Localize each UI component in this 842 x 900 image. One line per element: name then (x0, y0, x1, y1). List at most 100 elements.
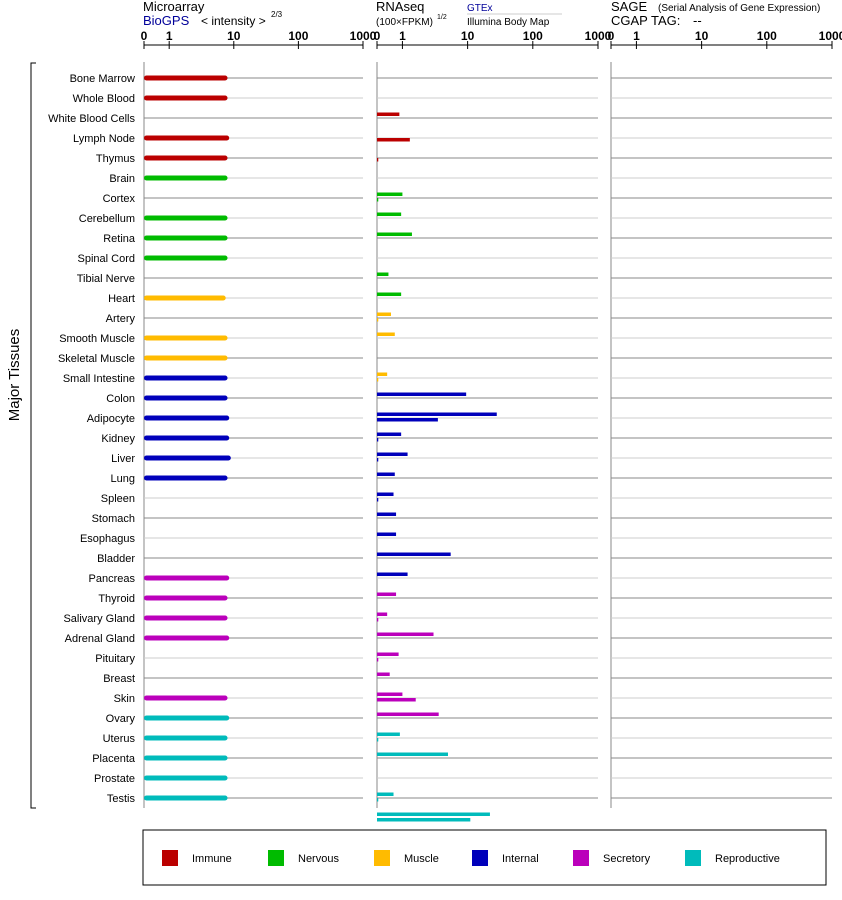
microarray-tick-label: 100 (288, 29, 308, 43)
gtex-bar (377, 212, 402, 216)
gtex-bar (377, 192, 403, 196)
microarray-bar (144, 615, 228, 621)
illumina-bar (377, 138, 410, 142)
rnaseq-tick-label: 0 (374, 29, 381, 43)
microarray-bar (144, 255, 228, 261)
legend-swatch-nervous (268, 850, 284, 866)
illumina-bar (377, 738, 379, 742)
tissue-label: Bone Marrow (70, 73, 135, 85)
illumina-bar (377, 438, 379, 442)
gtex-bar (377, 612, 388, 616)
tissue-label: Cortex (103, 193, 136, 205)
microarray-bar (144, 695, 228, 701)
rnaseq-tick-label: 10 (461, 29, 475, 43)
tissue-label: Stomach (92, 513, 135, 525)
microarray-tick-label: 1 (166, 29, 173, 43)
tissue-label: Pituitary (95, 653, 135, 665)
tissue-label: Lung (111, 473, 135, 485)
gtex-bar (377, 732, 400, 736)
tissue-label: Salivary Gland (63, 613, 135, 625)
microarray-bar (144, 135, 230, 141)
legend-swatch-internal (472, 850, 488, 866)
illumina-source-link[interactable]: Illumina Body Map (467, 17, 550, 28)
gtex-source-link[interactable]: GTEx (467, 3, 493, 14)
illumina-bar (377, 658, 379, 662)
sage-tick-label: 10 (695, 29, 709, 43)
tissue-label: Brain (109, 173, 135, 185)
gtex-bar (377, 592, 397, 596)
gtex-bar (377, 232, 412, 236)
y-axis-label: Major Tissues (6, 329, 23, 422)
rnaseq-unit-exponent: 1/2 (437, 14, 447, 21)
tissue-label: Artery (106, 313, 136, 325)
sage-tick-label: 100 (757, 29, 777, 43)
microarray-bar (144, 715, 230, 721)
microarray-bar (144, 635, 230, 641)
rnaseq-title: RNAseq (376, 0, 424, 14)
microarray-unit: < intensity > (201, 14, 266, 28)
gtex-bar (377, 552, 451, 556)
tissue-label: Colon (106, 393, 135, 405)
microarray-bar (144, 335, 228, 341)
tissue-label: Skin (114, 693, 135, 705)
cgap-tag-value: -- (693, 13, 702, 28)
gtex-bar (377, 792, 394, 796)
gtex-bar (377, 292, 402, 296)
legend-label-immune: Immune (192, 853, 232, 865)
illumina-bar (377, 818, 471, 822)
illumina-bar (377, 378, 379, 382)
legend-swatch-immune (162, 850, 178, 866)
microarray-bar (144, 775, 228, 781)
tissue-label: Testis (107, 793, 136, 805)
microarray-tick-label: 0 (141, 29, 148, 43)
microarray-bar (144, 155, 228, 161)
tissue-label: Skeletal Muscle (58, 353, 135, 365)
sage-title: SAGE (611, 0, 647, 14)
tissue-label: Kidney (101, 433, 135, 445)
microarray-unit-exponent: 2/3 (271, 10, 283, 19)
microarray-bar (144, 355, 228, 361)
rnaseq-tick-label: 1000 (585, 29, 612, 43)
microarray-bar (144, 95, 228, 101)
tissue-label: Liver (111, 453, 135, 465)
rnaseq-tick-label: 100 (523, 29, 543, 43)
tissue-label: Pancreas (89, 573, 136, 585)
gtex-bar (377, 112, 400, 116)
gtex-bar (377, 692, 403, 696)
legend-label-secretory: Secretory (603, 853, 651, 865)
tissue-label: Small Intestine (63, 373, 135, 385)
microarray-bar (144, 235, 228, 241)
tissue-label: Esophagus (80, 533, 136, 545)
sage-tick-label: 0 (608, 29, 615, 43)
tissue-label: Adrenal Gland (65, 633, 135, 645)
tissue-label: White Blood Cells (48, 113, 135, 125)
microarray-tick-label: 10 (227, 29, 241, 43)
tissue-label: Spleen (101, 493, 135, 505)
illumina-bar (377, 418, 438, 422)
microarray-bar (144, 475, 228, 481)
gtex-bar (377, 412, 497, 416)
microarray-bar (144, 435, 230, 441)
illumina-bar (377, 198, 379, 202)
legend-label-internal: Internal (502, 853, 539, 865)
gtex-bar (377, 392, 467, 396)
microarray-bar (144, 755, 228, 761)
gtex-bar (377, 312, 391, 316)
sage-tick-label: 1 (633, 29, 640, 43)
gtex-bar (377, 432, 402, 436)
microarray-title: Microarray (143, 0, 205, 14)
gtex-bar (377, 672, 390, 676)
tissue-label: Breast (103, 673, 135, 685)
microarray-bar (144, 735, 228, 741)
tissue-label: Thyroid (98, 593, 135, 605)
gtex-bar (377, 812, 490, 816)
illumina-bar (377, 698, 416, 702)
legend-label-nervous: Nervous (298, 853, 339, 865)
rnaseq-tick-label: 1 (399, 29, 406, 43)
legend-swatch-reproductive (685, 850, 701, 866)
illumina-bar (377, 458, 379, 462)
y-axis-bracket (30, 62, 36, 809)
microarray-source-link[interactable]: BioGPS (143, 13, 190, 28)
tissue-label: Thymus (96, 153, 136, 165)
gtex-bar (377, 272, 389, 276)
